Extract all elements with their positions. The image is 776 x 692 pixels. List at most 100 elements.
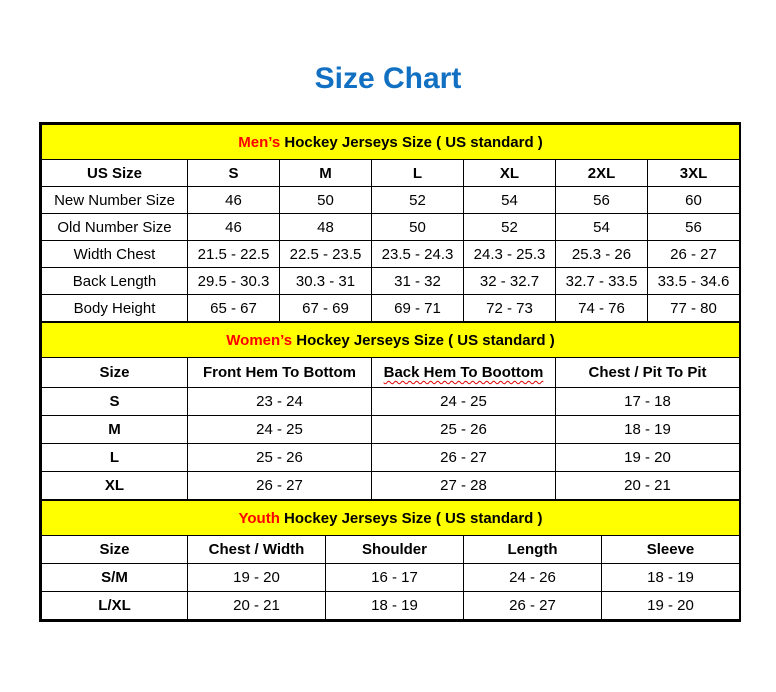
mens-cell: 56 xyxy=(555,186,648,214)
mens-cell: 46 xyxy=(187,213,280,241)
mens-cell: 33.5 - 34.6 xyxy=(646,267,741,295)
mens-row-label: Old Number Size xyxy=(41,213,188,241)
youth-row-label: S/M xyxy=(41,563,188,592)
youth-header-row: Size Chest / Width Shoulder Length Sleeve xyxy=(41,535,741,564)
womens-column-header-0: Size xyxy=(41,357,188,388)
youth-column-header-2: Shoulder xyxy=(325,535,464,564)
youth-cell: 24 - 26 xyxy=(463,563,602,592)
mens-cell: 30.3 - 31 xyxy=(279,267,372,295)
youth-size-table: Youth Hockey Jerseys Size ( US standard … xyxy=(40,500,741,620)
mens-cell: 23.5 - 24.3 xyxy=(371,240,464,268)
womens-table-row: L 25 - 26 26 - 27 19 - 20 xyxy=(41,443,741,472)
mens-row-label: New Number Size xyxy=(41,186,188,214)
youth-table-row: L/XL 20 - 21 18 - 19 26 - 27 19 - 20 xyxy=(41,591,741,620)
youth-column-header-4: Sleeve xyxy=(600,535,741,564)
youth-table-body: Youth Hockey Jerseys Size ( US standard … xyxy=(40,500,741,620)
mens-row-label: Back Length xyxy=(41,267,188,295)
womens-cell: 23 - 24 xyxy=(187,387,372,416)
mens-cell: 54 xyxy=(463,186,556,214)
womens-cell: 18 - 19 xyxy=(554,415,741,444)
size-chart: Men’s Hockey Jerseys Size ( US standard … xyxy=(39,122,741,622)
mens-table-row: Width Chest 21.5 - 22.5 22.5 - 23.5 23.5 - … xyxy=(41,240,741,268)
misspelled-word: Back Hem To Boottom xyxy=(383,364,544,381)
youth-column-header-0: Size xyxy=(41,535,188,564)
womens-cell: 17 - 18 xyxy=(554,387,741,416)
womens-section-title-text: Hockey Jerseys Size ( US standard ) xyxy=(292,331,555,349)
womens-table-body: Women’s Hockey Jerseys Size ( US standar… xyxy=(40,322,741,500)
youth-cell: 16 - 17 xyxy=(325,563,464,592)
womens-cell: 24 - 25 xyxy=(187,415,372,444)
youth-cell: 20 - 21 xyxy=(187,591,326,620)
womens-table-row: M 24 - 25 25 - 26 18 - 19 xyxy=(41,415,741,444)
mens-cell: 24.3 - 25.3 xyxy=(463,240,556,268)
mens-cell: 54 xyxy=(555,213,648,241)
mens-cell: 65 - 67 xyxy=(187,294,280,322)
mens-cell: 32.7 - 33.5 xyxy=(555,267,648,295)
mens-column-header-0: US Size xyxy=(41,159,188,187)
womens-cell: 25 - 26 xyxy=(371,415,556,444)
youth-cell: 26 - 27 xyxy=(463,591,602,620)
mens-cell: 52 xyxy=(463,213,556,241)
womens-table-row: XL 26 - 27 27 - 28 20 - 21 xyxy=(41,471,741,500)
womens-section-title-accent: Women’s xyxy=(226,331,293,349)
mens-cell: 50 xyxy=(371,213,464,241)
mens-cell: 56 xyxy=(646,213,741,241)
mens-cell: 67 - 69 xyxy=(279,294,372,322)
mens-cell: 21.5 - 22.5 xyxy=(187,240,280,268)
mens-cell: 50 xyxy=(279,186,372,214)
mens-cell: 31 - 32 xyxy=(371,267,464,295)
mens-row-label: Width Chest xyxy=(41,240,188,268)
youth-cell: 19 - 20 xyxy=(187,563,326,592)
mens-table-body: Men’s Hockey Jerseys Size ( US standard … xyxy=(40,124,741,322)
youth-section-title-text: Hockey Jerseys Size ( US standard ) xyxy=(279,509,543,527)
youth-row-label: L/XL xyxy=(41,591,188,620)
mens-table-row: Old Number Size 46 48 50 52 54 56 xyxy=(41,213,741,241)
youth-section-band: Youth Hockey Jerseys Size ( US standard … xyxy=(40,500,741,536)
mens-column-header-6: 3XL xyxy=(646,159,741,187)
womens-column-header-1: Front Hem To Bottom xyxy=(187,357,372,388)
mens-cell: 60 xyxy=(646,186,741,214)
youth-section-title-accent: Youth xyxy=(238,509,280,527)
mens-row-label: Body Height xyxy=(41,294,188,322)
womens-cell: 25 - 26 xyxy=(187,443,372,472)
mens-cell: 52 xyxy=(371,186,464,214)
womens-table-row: S 23 - 24 24 - 25 17 - 18 xyxy=(41,387,741,416)
mens-section-title: Men’s Hockey Jerseys Size ( US standard … xyxy=(40,124,741,160)
womens-row-label: L xyxy=(41,443,188,472)
mens-cell: 72 - 73 xyxy=(463,294,556,322)
womens-row-label: XL xyxy=(41,471,188,500)
youth-table-row: S/M 19 - 20 16 - 17 24 - 26 18 - 19 xyxy=(41,563,741,592)
mens-cell: 22.5 - 23.5 xyxy=(279,240,372,268)
womens-column-header-2: Back Hem To Boottom xyxy=(371,357,556,388)
womens-cell: 24 - 25 xyxy=(371,387,556,416)
mens-cell: 48 xyxy=(279,213,372,241)
mens-section-band: Men’s Hockey Jerseys Size ( US standard … xyxy=(40,124,741,160)
mens-cell: 74 - 76 xyxy=(555,294,648,322)
mens-column-header-1: S xyxy=(187,159,280,187)
page-title: Size Chart xyxy=(314,62,462,95)
womens-section-band: Women’s Hockey Jerseys Size ( US standar… xyxy=(40,322,741,358)
youth-column-header-3: Length xyxy=(463,535,602,564)
womens-cell: 26 - 27 xyxy=(371,443,556,472)
mens-table-row: Back Length 29.5 - 30.3 30.3 - 31 31 - 32 32… xyxy=(41,267,741,295)
womens-header-row: Size Front Hem To Bottom Back Hem To Boott… xyxy=(41,357,741,388)
mens-cell: 69 - 71 xyxy=(371,294,464,322)
mens-section-title-text: Hockey Jerseys Size ( US standard ) xyxy=(280,133,543,151)
womens-cell: 26 - 27 xyxy=(187,471,372,500)
mens-column-header-2: M xyxy=(279,159,372,187)
youth-cell: 19 - 20 xyxy=(600,591,741,620)
mens-cell: 29.5 - 30.3 xyxy=(187,267,280,295)
womens-size-table: Women’s Hockey Jerseys Size ( US standar… xyxy=(40,322,741,500)
youth-cell: 18 - 19 xyxy=(600,563,741,592)
womens-cell: 20 - 21 xyxy=(554,471,741,500)
mens-column-header-4: XL xyxy=(463,159,556,187)
mens-cell: 32 - 32.7 xyxy=(463,267,556,295)
womens-row-label: S xyxy=(41,387,188,416)
womens-cell: 27 - 28 xyxy=(371,471,556,500)
mens-cell: 77 - 80 xyxy=(646,294,741,322)
womens-cell: 19 - 20 xyxy=(554,443,741,472)
mens-cell: 25.3 - 26 xyxy=(555,240,648,268)
mens-section-title-accent: Men’s xyxy=(238,133,281,151)
mens-header-row: US Size S M L XL 2XL 3XL xyxy=(41,159,741,187)
